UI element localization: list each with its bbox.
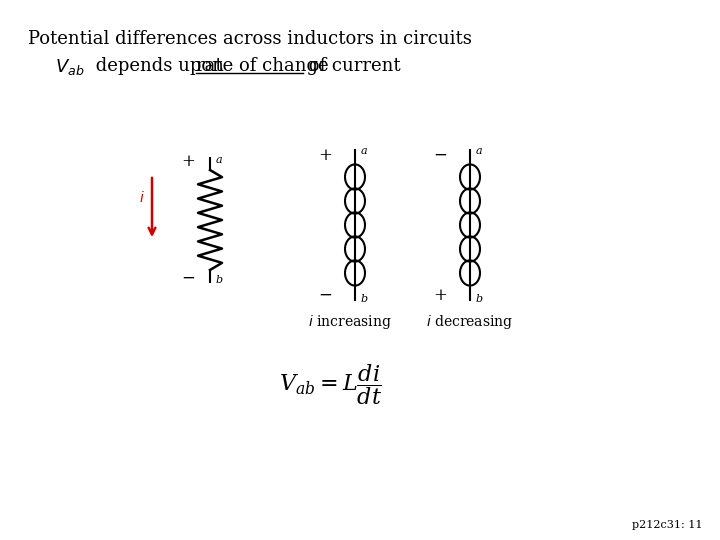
Text: b: b xyxy=(361,294,368,304)
Text: depends upon: depends upon xyxy=(90,57,230,75)
Text: −: − xyxy=(181,269,195,287)
Text: a: a xyxy=(361,146,368,156)
Text: $i$ decreasing: $i$ decreasing xyxy=(426,313,513,331)
Text: of current: of current xyxy=(303,57,400,75)
Text: +: + xyxy=(433,287,447,303)
Text: +: + xyxy=(318,146,332,164)
Text: −: − xyxy=(433,146,447,164)
Text: a: a xyxy=(216,155,222,165)
Text: $i$ increasing: $i$ increasing xyxy=(308,313,392,331)
Text: Potential differences across inductors in circuits: Potential differences across inductors i… xyxy=(28,30,472,48)
Text: −: − xyxy=(318,287,332,303)
Text: a: a xyxy=(476,146,482,156)
Text: +: + xyxy=(181,153,195,171)
Text: b: b xyxy=(216,275,223,285)
Text: $V_{ab} = L\dfrac{di}{dt}$: $V_{ab} = L\dfrac{di}{dt}$ xyxy=(279,362,382,407)
Text: $i$: $i$ xyxy=(139,190,145,205)
Text: b: b xyxy=(476,294,483,304)
Text: $V_{ab}$: $V_{ab}$ xyxy=(55,57,84,77)
Text: p212c31: 11: p212c31: 11 xyxy=(632,520,703,530)
Text: rate of change: rate of change xyxy=(196,57,328,75)
